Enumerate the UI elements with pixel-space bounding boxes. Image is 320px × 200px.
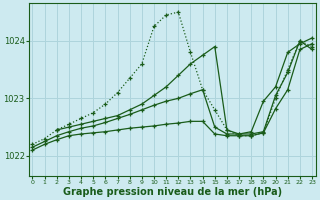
X-axis label: Graphe pression niveau de la mer (hPa): Graphe pression niveau de la mer (hPa)	[63, 187, 282, 197]
